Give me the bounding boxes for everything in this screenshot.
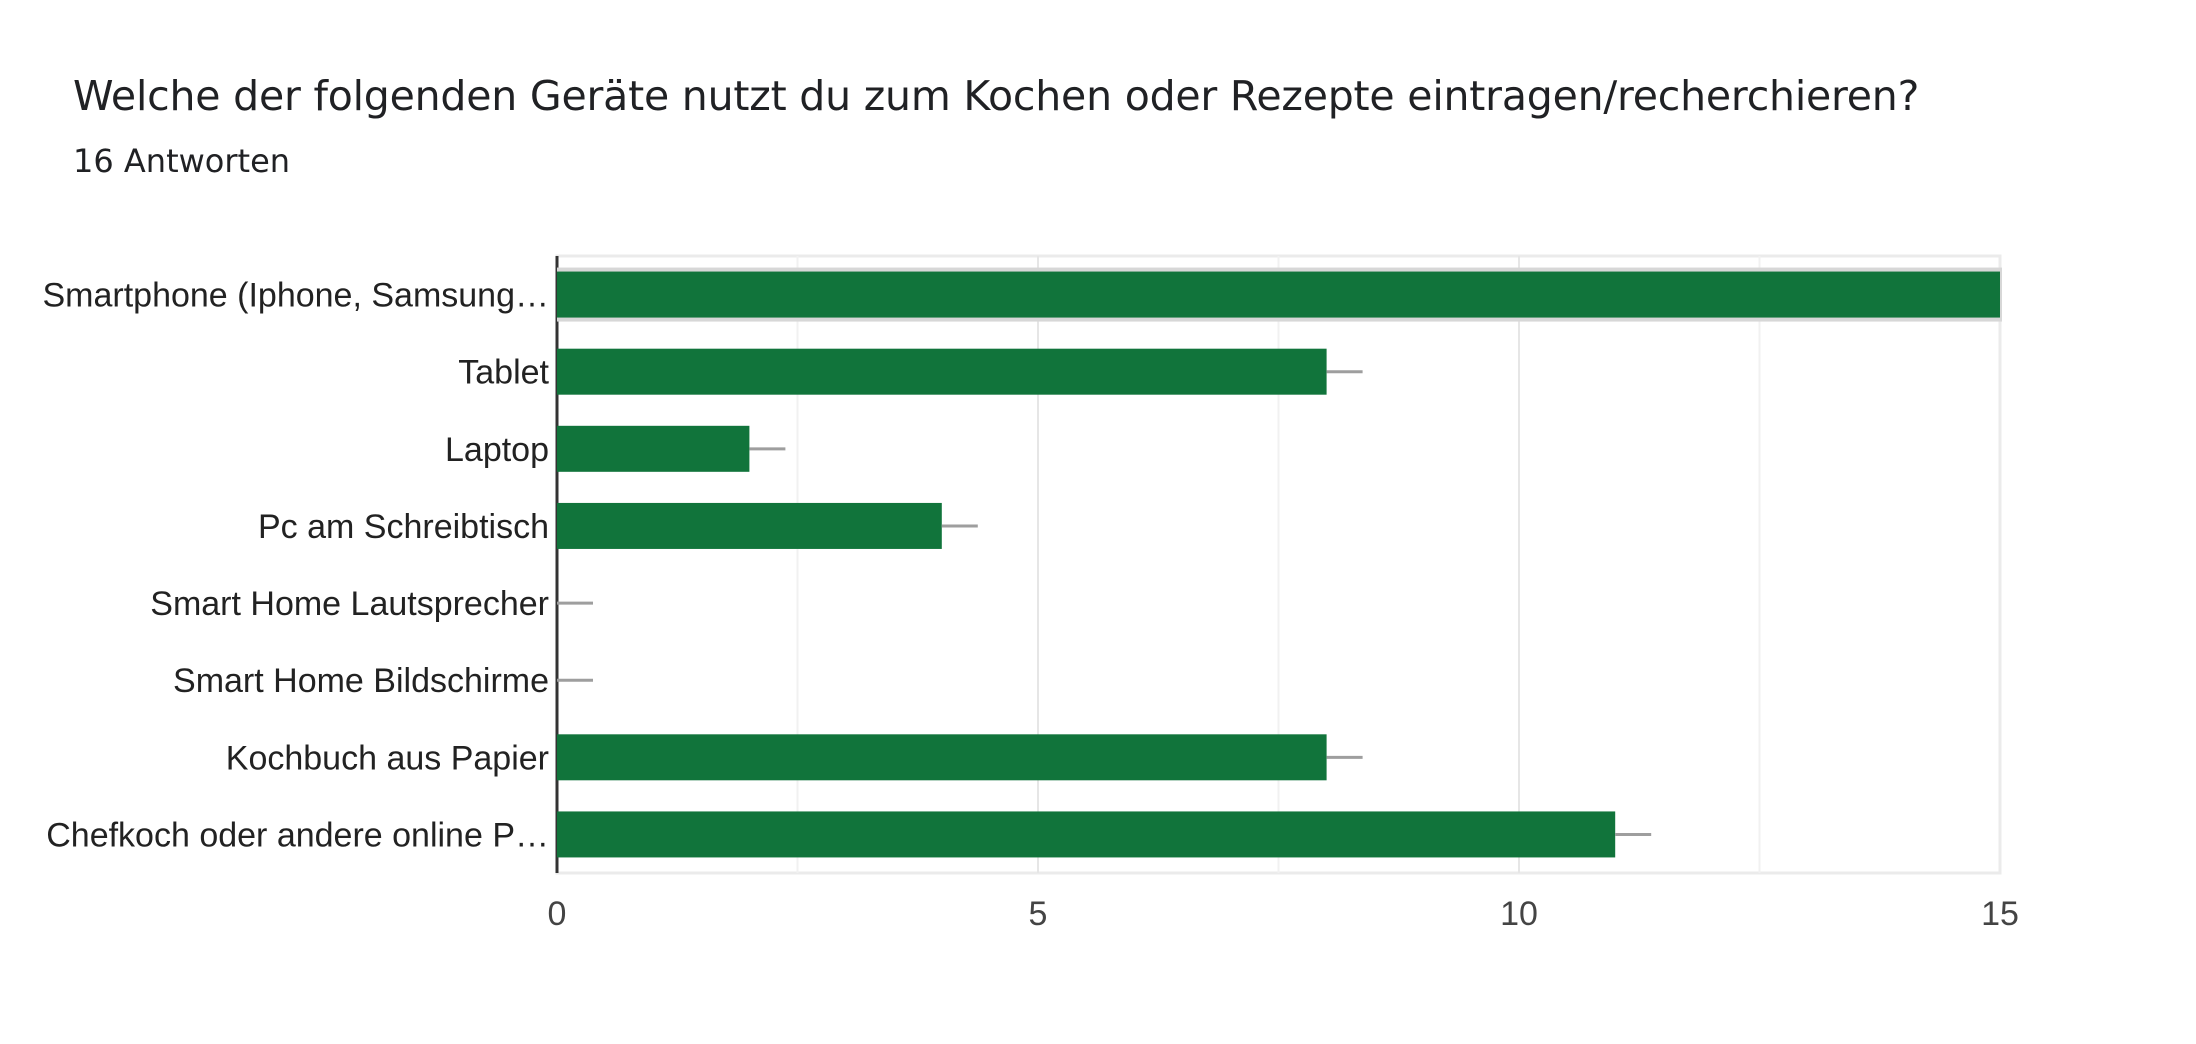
response-count: 16 Antworten [73,142,291,180]
category-label: Laptop [445,431,549,469]
grid-lines [555,254,2002,875]
bars [557,267,2002,858]
x-tick-label: 15 [1981,895,2019,933]
chart-title: Welche der folgenden Geräte nutzt du zum… [73,72,1920,120]
bar[interactable] [557,271,2000,318]
x-tick-label: 0 [548,895,567,933]
category-label: Kochbuch aus Papier [226,739,549,777]
bar[interactable] [557,425,750,472]
category-label: Chefkoch oder andere online P… [46,816,549,854]
bar[interactable] [557,502,942,549]
x-tick-label: 5 [1029,895,1048,933]
category-label: Smart Home Lautsprecher [150,585,549,623]
x-axis-ticks: 0 5 10 15 [548,895,2019,933]
category-label: Smart Home Bildschirme [173,662,549,700]
bar[interactable] [557,734,1327,781]
category-label: Smartphone (Iphone, Samsung… [42,277,549,315]
bar[interactable] [557,348,1327,395]
chart-header: Welche der folgenden Geräte nutzt du zum… [73,72,1919,180]
category-label: Tablet [458,354,549,392]
x-tick-label: 10 [1500,895,1538,933]
bar[interactable] [557,811,1616,858]
category-labels: Smartphone (Iphone, Samsung… Tablet Laptop… [42,277,549,855]
category-label: Pc am Schreibtisch [258,508,549,546]
